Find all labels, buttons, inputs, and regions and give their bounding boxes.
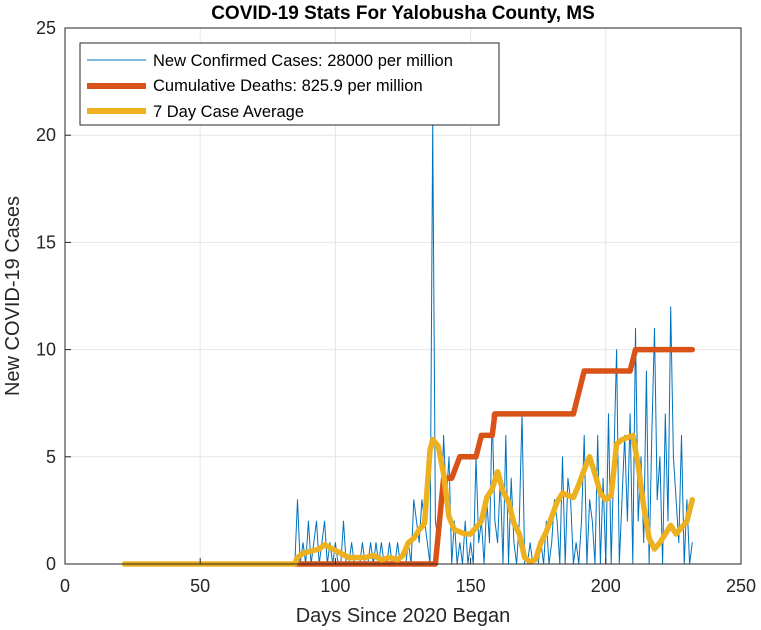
x-tick-label: 50 bbox=[190, 576, 210, 596]
x-tick-label: 100 bbox=[320, 576, 350, 596]
y-tick-label: 25 bbox=[36, 18, 56, 38]
y-tick-label: 15 bbox=[36, 232, 56, 252]
plot-frame bbox=[64, 27, 742, 565]
x-tick-label: 250 bbox=[726, 576, 756, 596]
x-tick-label: 200 bbox=[591, 576, 621, 596]
legend-label-cumulative-deaths: Cumulative Deaths: 825.9 per million bbox=[153, 77, 423, 95]
axis-ticks: 0 50 100 150 200 250 0 5 10 15 20 25 bbox=[36, 18, 756, 596]
series-line-seven-day-average bbox=[121, 432, 696, 567]
y-axis-label: New COVID-19 Cases bbox=[2, 196, 24, 396]
x-axis-label: Days Since 2020 Began bbox=[296, 605, 511, 627]
y-tick-label: 10 bbox=[36, 340, 56, 360]
legend-label-seven-day-average: 7 Day Case Average bbox=[153, 103, 304, 121]
x-tick-label: 0 bbox=[60, 576, 70, 596]
y-tick-label: 5 bbox=[46, 447, 56, 467]
series-line-cumulative-deaths bbox=[292, 346, 696, 567]
legend-box bbox=[79, 42, 500, 126]
y-tick-label: 20 bbox=[36, 125, 56, 145]
legend: New Confirmed Cases: 28000 per million C… bbox=[79, 42, 500, 126]
y-tick-label: 0 bbox=[46, 554, 56, 574]
chart-title: COVID-19 Stats For Yalobusha County, MS bbox=[211, 3, 595, 24]
x-tick-label: 150 bbox=[456, 576, 486, 596]
legend-label-new-cases: New Confirmed Cases: 28000 per million bbox=[153, 52, 453, 70]
